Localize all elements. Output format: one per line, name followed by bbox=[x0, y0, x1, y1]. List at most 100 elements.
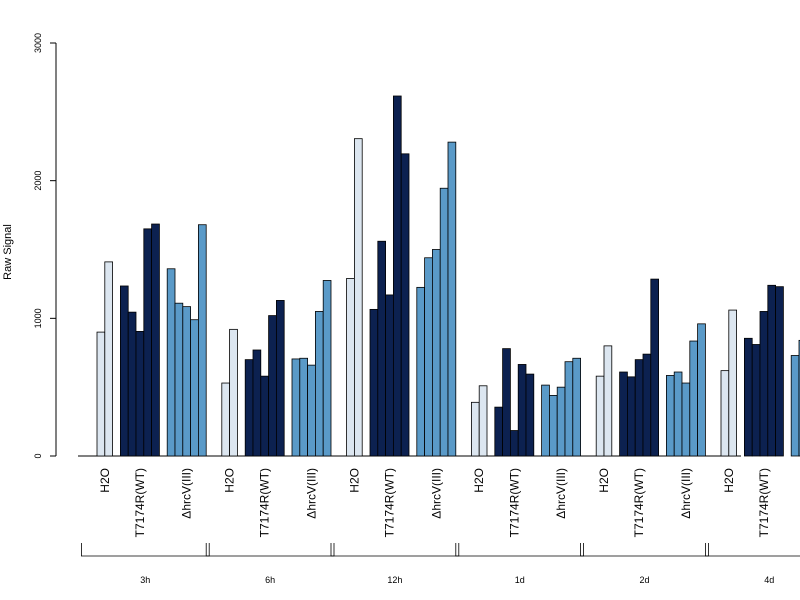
bar bbox=[790, 355, 800, 457]
bar bbox=[96, 331, 106, 457]
bar bbox=[509, 430, 519, 457]
y-tick-label: 2000 bbox=[33, 171, 43, 191]
bar bbox=[541, 384, 550, 457]
bar bbox=[151, 223, 160, 457]
subgroup-label: T7174R(WT) bbox=[258, 468, 272, 537]
bar bbox=[127, 311, 137, 457]
y-axis-label: Raw Signal bbox=[2, 224, 14, 280]
bar bbox=[642, 353, 652, 457]
bar bbox=[720, 370, 730, 457]
bar bbox=[595, 375, 605, 457]
bar bbox=[346, 278, 355, 457]
group-bracket bbox=[330, 543, 460, 557]
group-brackets: 3h6h12h1d2d4d6d bbox=[81, 543, 800, 585]
bar bbox=[728, 309, 737, 457]
bar bbox=[275, 300, 285, 457]
bar bbox=[400, 153, 410, 457]
bar bbox=[190, 319, 199, 457]
bar bbox=[494, 406, 503, 457]
subgroup-label: H2O bbox=[223, 468, 237, 493]
bar bbox=[369, 308, 379, 457]
y-tick-label: 0 bbox=[33, 453, 43, 458]
bar bbox=[229, 328, 238, 457]
bar bbox=[470, 401, 480, 457]
subgroup-label: H2O bbox=[347, 468, 361, 493]
group-bracket bbox=[455, 543, 584, 557]
group-label: 1d bbox=[515, 575, 525, 585]
bar bbox=[268, 315, 277, 457]
bar bbox=[572, 357, 581, 457]
bar bbox=[478, 385, 488, 457]
subgroup-label: ΔhrcV(III) bbox=[429, 468, 443, 519]
subgroup-label: ΔhrcV(III) bbox=[305, 468, 319, 519]
subgroup-label: H2O bbox=[722, 468, 736, 493]
subgroup-label: H2O bbox=[597, 468, 611, 493]
bar bbox=[775, 286, 784, 457]
bar bbox=[431, 249, 441, 457]
bar bbox=[197, 224, 207, 457]
bar bbox=[634, 359, 644, 457]
bar bbox=[314, 311, 324, 457]
bar bbox=[525, 373, 535, 457]
group-label: 2d bbox=[639, 575, 649, 585]
group-bracket bbox=[205, 543, 335, 557]
bar bbox=[517, 364, 527, 457]
bar bbox=[244, 359, 254, 457]
bar bbox=[353, 138, 363, 457]
subgroup-label: ΔhrcV(III) bbox=[554, 468, 568, 519]
bar bbox=[564, 361, 574, 457]
bar bbox=[104, 261, 114, 457]
bar bbox=[377, 240, 386, 457]
group-label: 6h bbox=[265, 575, 275, 585]
subgroup-label: T7174R(WT) bbox=[507, 468, 521, 537]
subgroup-label: ΔhrcV(III) bbox=[180, 468, 194, 519]
bar bbox=[759, 311, 769, 457]
bar bbox=[416, 286, 425, 457]
bar bbox=[135, 331, 145, 457]
bar bbox=[299, 357, 308, 457]
bar bbox=[291, 358, 301, 457]
group-bracket bbox=[81, 543, 210, 557]
group-bracket bbox=[705, 543, 800, 557]
bar bbox=[689, 340, 698, 457]
bar bbox=[166, 268, 176, 457]
group-bracket bbox=[580, 543, 709, 557]
bar bbox=[681, 382, 691, 457]
bar bbox=[603, 345, 613, 457]
subgroup-label: H2O bbox=[98, 468, 112, 493]
bar bbox=[751, 344, 761, 457]
bar bbox=[650, 278, 659, 457]
bar bbox=[322, 280, 332, 457]
bar bbox=[556, 386, 566, 457]
category-labels: H2O T7174R(WT) ΔhrcV(III) H2O T7174R(WT) Δhrc… bbox=[98, 468, 771, 537]
bar bbox=[307, 364, 316, 457]
subgroup-label: ΔhrcV(III) bbox=[679, 468, 693, 519]
group-label: 4d bbox=[764, 575, 774, 585]
group-label: 12h bbox=[387, 575, 402, 585]
bar bbox=[385, 294, 394, 457]
group-label: 3h bbox=[140, 575, 150, 585]
bar bbox=[619, 371, 628, 457]
bar bbox=[666, 375, 675, 457]
bar bbox=[502, 348, 511, 457]
subgroup-label: T7174R(WT) bbox=[632, 468, 646, 537]
bar bbox=[673, 371, 683, 457]
bar bbox=[447, 141, 457, 457]
subgroup-label: T7174R(WT) bbox=[757, 468, 771, 537]
bar bbox=[424, 257, 433, 457]
bar bbox=[260, 375, 269, 457]
bar bbox=[767, 284, 776, 457]
y-tick-label: 3000 bbox=[33, 33, 43, 53]
bar bbox=[627, 376, 636, 457]
bar bbox=[182, 306, 192, 457]
bars bbox=[96, 95, 800, 457]
bar bbox=[120, 285, 129, 457]
subgroup-label: T7174R(WT) bbox=[133, 468, 147, 537]
bar bbox=[221, 382, 231, 457]
y-tick-label: 1000 bbox=[33, 308, 43, 328]
bar bbox=[439, 187, 449, 457]
bar bbox=[392, 95, 402, 457]
bar bbox=[252, 349, 262, 457]
bar bbox=[549, 395, 558, 457]
